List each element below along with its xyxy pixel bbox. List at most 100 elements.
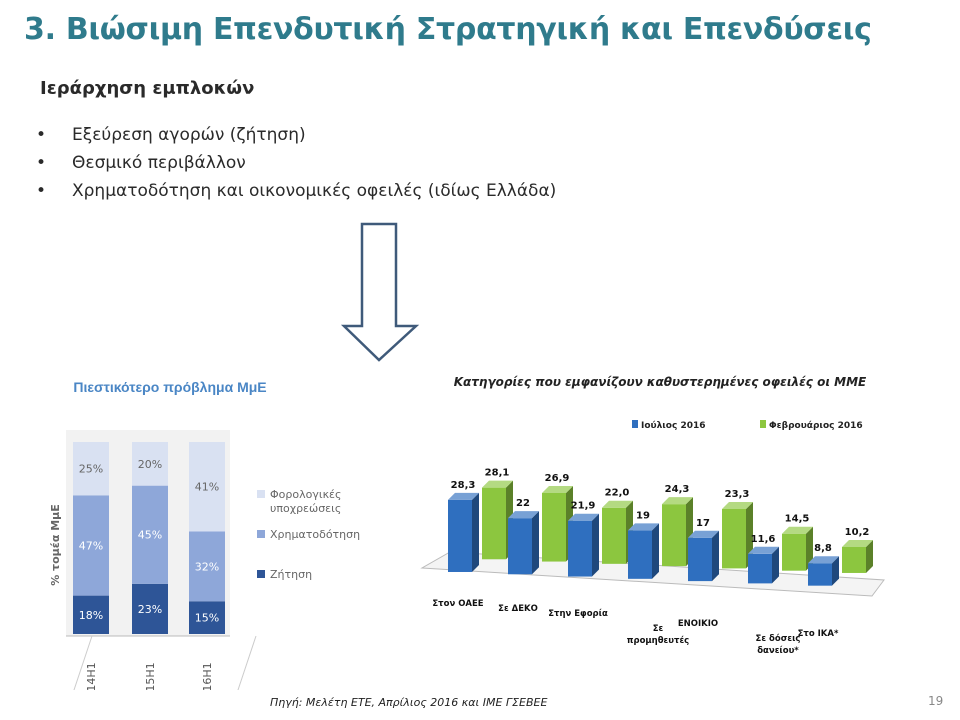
category-label: Σε ΔΕΚΟ [498, 604, 538, 614]
bar [662, 504, 686, 567]
data-label: 45% [138, 529, 162, 542]
bar-top [688, 530, 719, 538]
bar-segment [132, 442, 168, 486]
data-label: 8,8 [814, 543, 832, 554]
x-tick-label: 2014H1 [85, 662, 98, 690]
bullet-list: • Εξεύρεση αγορών (ζήτηση) • Θεσμικό περιβ… [36, 124, 556, 208]
bullet-marker: • [36, 153, 47, 173]
down-arrow-icon [340, 222, 420, 362]
legend-label: Χρηματοδότηση [270, 528, 360, 541]
page-number: 19 [928, 694, 944, 708]
bar-top [628, 523, 659, 531]
bar [628, 530, 652, 579]
data-label: 28,3 [451, 480, 476, 491]
data-label: 41% [195, 481, 219, 494]
bullet-text: Θεσμικό περιβάλλον [72, 153, 246, 173]
bar [782, 533, 806, 571]
bar-segment [189, 442, 225, 532]
stacked-bar-chart: Πιεστικότερο πρόβλημα ΜμΕ % τομέα ΜμΕ 18% 4… [49, 379, 360, 690]
bar-top [782, 526, 813, 534]
bar-segment [132, 485, 168, 584]
bar [448, 499, 472, 572]
chart-title: Πιεστικότερο πρόβλημα ΜμΕ [73, 379, 266, 395]
bar-top [808, 556, 839, 564]
category-label: ΕΝΟΙΚΙΟ [678, 619, 718, 629]
legend-label: Φεβρουάριος 2016 [769, 421, 863, 431]
x-tick-label: 2015H1 [144, 662, 157, 690]
category-label: δανείου* [757, 645, 799, 656]
x-tick-label: 2016H1 [201, 662, 214, 690]
bar-segment [73, 442, 109, 496]
bullet-item: • Χρηματοδότηση και οικονομικές οφειλές (… [36, 180, 556, 208]
bar [722, 508, 746, 569]
bar-side [806, 526, 813, 571]
bullet-marker: • [36, 181, 47, 201]
bar-side [652, 523, 659, 579]
legend-label: Φορολογικές [270, 488, 341, 501]
slide-subtitle: Ιεράρχηση εμπλοκών [40, 78, 255, 99]
bar-side [532, 511, 539, 575]
data-label: 22 [516, 498, 530, 509]
data-label: 21,9 [571, 501, 596, 512]
data-label: 20% [138, 458, 162, 471]
data-label: 23% [138, 603, 162, 616]
bar-segment [73, 495, 109, 596]
y-axis-label: % τομέα ΜμΕ [49, 504, 62, 586]
legend-label: Ιούλιος 2016 [641, 421, 706, 431]
bar [688, 537, 712, 582]
bullet-item: • Θεσμικό περιβάλλον [36, 152, 556, 180]
bullet-text: Εξεύρεση αγορών (ζήτηση) [72, 125, 306, 145]
legend-swatch [257, 490, 265, 498]
bar [568, 520, 592, 577]
bar-segment [189, 531, 225, 602]
bar-side [592, 513, 599, 577]
bar-segment [132, 583, 168, 634]
category-label: Σε [653, 624, 664, 634]
data-label: 17 [696, 518, 710, 529]
slide-title: 3. Βιώσιμη Επενδυτική Στρατηγική και Επε… [24, 12, 872, 47]
data-label: 23,3 [725, 489, 750, 500]
bar [748, 553, 772, 584]
bar-top [508, 511, 539, 519]
category-label: Στο ΙΚΑ* [798, 629, 839, 639]
bar-top [842, 539, 873, 547]
bar-top [448, 492, 479, 500]
bar-side [832, 556, 839, 586]
bar-side [772, 546, 779, 584]
data-label: 47% [79, 539, 103, 552]
data-label: 28,1 [485, 468, 510, 479]
data-label: 18% [79, 609, 103, 622]
legend-label: Ζήτηση [270, 568, 312, 581]
bullet-text: Χρηματοδότηση και οικονομικές οφειλές (ι… [72, 181, 557, 201]
data-label: 25% [79, 463, 103, 476]
bullet-marker: • [36, 125, 47, 145]
chart-title: Κατηγορίες που εμφανίζουν καθυστερημένες… [454, 375, 867, 389]
bullet-item: • Εξεύρεση αγορών (ζήτηση) [36, 124, 556, 152]
bar-side [712, 530, 719, 582]
data-label: 11,6 [751, 534, 776, 545]
category-label: προμηθευτές [627, 635, 689, 646]
axis-divider [73, 635, 93, 690]
data-label: 24,3 [665, 484, 690, 495]
legend-label: υποχρεώσεις [270, 502, 341, 515]
bar [842, 546, 866, 573]
category-label: Σε δόσεις [756, 633, 801, 644]
bar-side [472, 492, 479, 572]
bar-top [748, 546, 779, 554]
data-label: 26,9 [545, 473, 570, 484]
axis-divider [237, 635, 257, 690]
data-label: 19 [636, 510, 650, 521]
bar-top [542, 485, 573, 493]
legend-swatch [257, 530, 265, 538]
data-label: 14,5 [785, 514, 810, 525]
legend-swatch [257, 570, 265, 578]
bar-top [602, 500, 633, 508]
category-label: Στον ΟΑΕΕ [432, 599, 483, 609]
data-label: 22,0 [605, 488, 630, 499]
bar-segment [189, 601, 225, 634]
bar-top [568, 513, 599, 521]
bar-segment [73, 595, 109, 634]
bar [482, 487, 506, 560]
bar-side [866, 539, 873, 573]
bar-top [722, 501, 753, 509]
